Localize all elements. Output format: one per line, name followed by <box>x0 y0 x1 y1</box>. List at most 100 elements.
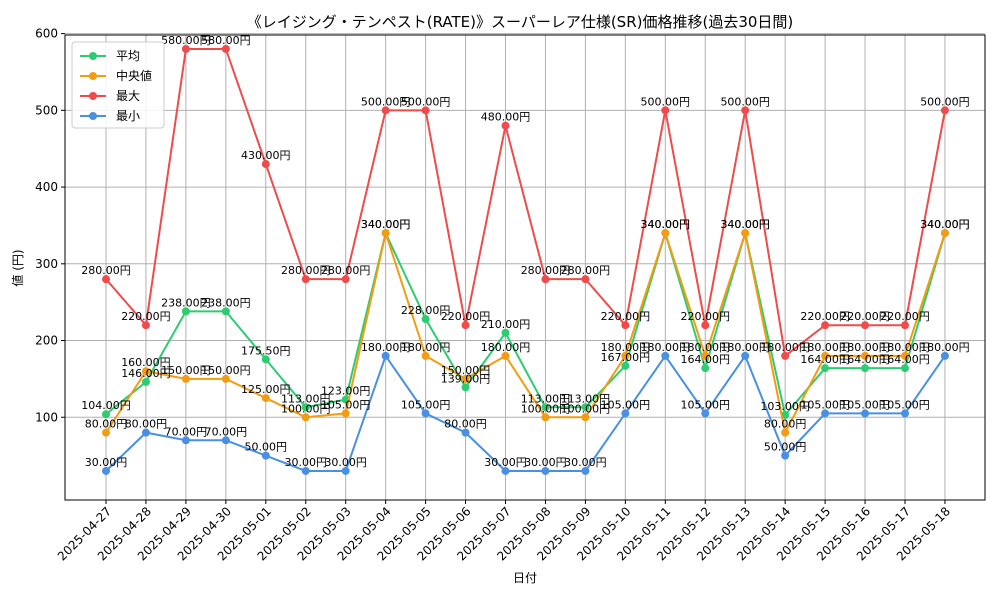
legend-label: 中央値 <box>116 68 152 83</box>
data-point <box>421 106 430 115</box>
data-label: 220.00円 <box>681 310 731 323</box>
data-point <box>461 374 470 383</box>
data-label: 500.00円 <box>641 95 691 108</box>
data-point <box>261 394 270 403</box>
data-point <box>861 321 870 330</box>
data-point <box>181 374 190 383</box>
data-point <box>821 351 830 360</box>
series-line <box>105 47 946 358</box>
data-label: 100.00円 <box>521 402 571 415</box>
data-label: 105.00円 <box>601 398 651 411</box>
legend-label: 最大 <box>116 89 140 103</box>
data-label: 220.00円 <box>121 310 171 323</box>
data-point <box>301 275 310 284</box>
data-label: 80.00円 <box>85 418 128 431</box>
data-label: 340.00円 <box>641 218 691 231</box>
data-point <box>421 409 430 418</box>
data-point <box>581 466 590 475</box>
data-label: 500.00円 <box>720 95 770 108</box>
data-label: 500.00円 <box>401 95 451 108</box>
data-point <box>221 374 230 383</box>
legend-label: 平均 <box>116 49 140 63</box>
data-label: 70.00円 <box>165 425 208 438</box>
data-point <box>861 409 870 418</box>
data-label: 125.00円 <box>241 383 291 396</box>
y-tick-label: 400 <box>35 180 58 194</box>
data-point <box>261 355 270 364</box>
data-label: 280.00円 <box>281 264 331 277</box>
data-label: 180.00円 <box>601 341 651 354</box>
legend-label: 最小 <box>116 109 140 123</box>
data-point <box>661 229 670 238</box>
data-point <box>581 413 590 422</box>
data-point <box>781 451 790 460</box>
data-label: 228.00円 <box>401 304 451 317</box>
data-label: 100.00円 <box>281 402 331 415</box>
data-label: 180.00円 <box>840 341 890 354</box>
data-label: 220.00円 <box>601 310 651 323</box>
data-point <box>861 364 870 373</box>
data-label: 105.00円 <box>321 398 371 411</box>
data-label: 30.00円 <box>564 456 607 469</box>
x-axis-label: 日付 <box>513 571 537 585</box>
data-label: 180.00円 <box>800 341 850 354</box>
data-label: 113.00円 <box>521 392 571 405</box>
data-point <box>261 451 270 460</box>
data-label: 180.00円 <box>361 341 411 354</box>
data-label: 164.00円 <box>840 353 890 366</box>
data-point <box>541 413 550 422</box>
data-label: 500.00円 <box>920 95 970 108</box>
data-label: 340.00円 <box>361 218 411 231</box>
data-point <box>381 351 390 360</box>
data-label: 80.00円 <box>444 418 487 431</box>
data-point <box>221 307 230 316</box>
data-label: 180.00円 <box>641 341 691 354</box>
data-point <box>581 403 590 412</box>
data-point <box>621 409 630 418</box>
data-point <box>461 383 470 392</box>
data-label: 340.00円 <box>720 218 770 231</box>
plot-frame <box>64 34 986 501</box>
series-line <box>105 229 946 436</box>
data-label: 180.00円 <box>681 341 731 354</box>
data-point <box>221 44 230 53</box>
data-label: 280.00円 <box>81 264 131 277</box>
data-point <box>741 229 750 238</box>
data-point <box>781 428 790 437</box>
data-label: 180.00円 <box>760 341 810 354</box>
data-label: 113.00円 <box>281 392 331 405</box>
data-point <box>701 321 710 330</box>
data-label: 500.00円 <box>361 95 411 108</box>
y-tick-label: 600 <box>35 27 58 41</box>
data-label: 164.00円 <box>880 353 930 366</box>
data-label: 30.00円 <box>484 456 527 469</box>
data-point <box>701 351 710 360</box>
y-axis: 100 200 300 400 500 600 <box>35 27 65 424</box>
legend-marker <box>89 72 97 80</box>
data-point <box>901 364 909 373</box>
data-point <box>741 351 750 360</box>
data-label: 238.00円 <box>161 296 211 309</box>
data-label: 100.00円 <box>561 402 611 415</box>
data-point <box>661 106 670 115</box>
data-label: 70.00円 <box>205 425 248 438</box>
data-label: 80.00円 <box>764 418 807 431</box>
data-point <box>102 275 110 284</box>
data-point <box>541 403 550 412</box>
data-label: 340.00円 <box>920 218 970 231</box>
data-point <box>621 321 630 330</box>
data-label: 30.00円 <box>285 456 328 469</box>
data-point <box>940 351 949 360</box>
chart-title: 《レイジング・テンペスト(RATE)》スーパーレア仕様(SR)価格推移(過去30… <box>247 13 794 31</box>
data-point <box>381 229 390 238</box>
data-label: 150.00円 <box>201 364 251 377</box>
x-axis: 2025-04-272025-04-282025-04-292025-04-30… <box>55 500 953 563</box>
data-label: 280.00円 <box>561 264 611 277</box>
data-point <box>102 466 110 475</box>
data-label: 340.00円 <box>720 218 770 231</box>
data-point <box>541 466 550 475</box>
data-label: 30.00円 <box>85 456 128 469</box>
y-tick-label: 200 <box>35 334 58 348</box>
